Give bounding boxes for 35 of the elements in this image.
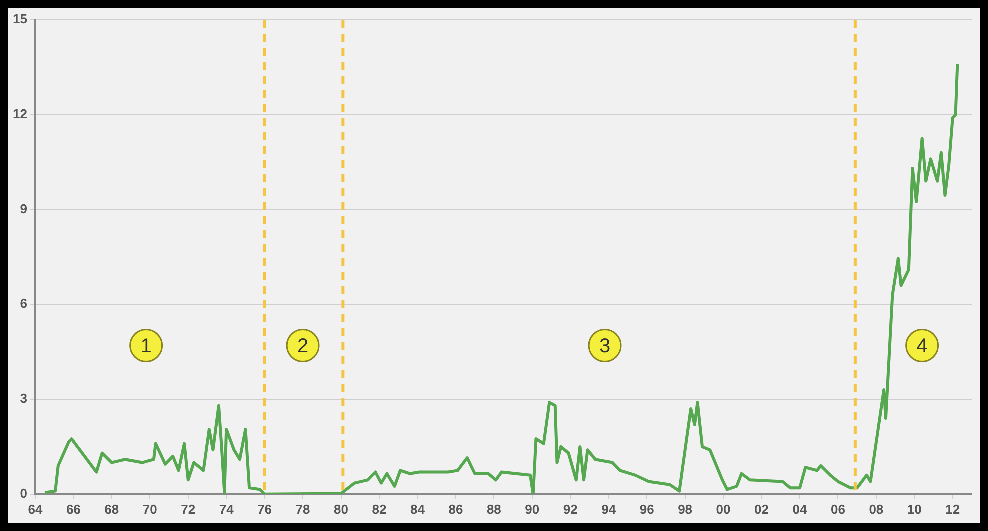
y-tick-label: 12	[12, 106, 28, 122]
x-tick-label: 10	[907, 502, 922, 517]
x-tick-label: 86	[448, 502, 464, 517]
x-tick-label: 70	[142, 502, 158, 517]
x-tick-label: 72	[181, 502, 196, 517]
y-tick-label: 9	[20, 201, 28, 216]
x-tick-label: 94	[602, 502, 617, 517]
y-tick-label: 0	[20, 486, 28, 501]
x-tick-label: 80	[334, 502, 349, 517]
y-tick-label: 6	[20, 296, 28, 312]
x-tick-label: 98	[678, 502, 693, 517]
x-tick-label: 74	[219, 502, 235, 517]
x-tick-label: 08	[869, 502, 884, 517]
x-tick-label: 82	[372, 502, 387, 517]
x-tick-label: 76	[258, 502, 272, 517]
x-tick-label: 92	[563, 502, 578, 517]
x-tick-label: 90	[525, 502, 540, 517]
y-tick-label: 3	[20, 391, 28, 406]
x-tick-label: 12	[946, 502, 960, 517]
annotation: 3	[599, 335, 611, 358]
annotation: 1	[140, 335, 152, 358]
x-tick-label: 00	[716, 502, 731, 517]
x-tick-label: 88	[486, 502, 502, 517]
x-tick-label: 78	[296, 502, 310, 517]
x-tick-label: 06	[830, 502, 846, 517]
x-tick-label: 02	[754, 502, 769, 517]
x-tick-label: 96	[640, 502, 654, 517]
annotation: 4	[916, 335, 928, 358]
x-tick-label: 68	[104, 502, 120, 517]
y-tick-label: 15	[12, 12, 28, 27]
x-tick-label: 64	[28, 502, 44, 517]
x-tick-label: 66	[66, 502, 81, 517]
annotation: 2	[297, 335, 309, 358]
x-tick-label: 84	[410, 502, 426, 517]
x-tick-label: 04	[792, 502, 808, 517]
